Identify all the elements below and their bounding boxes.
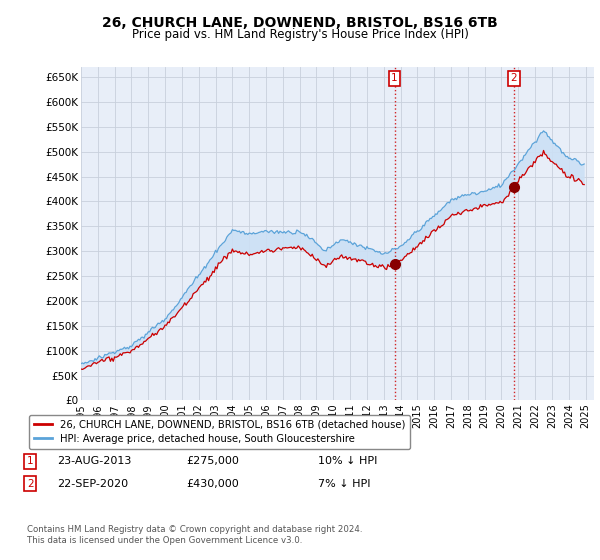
Text: £275,000: £275,000 xyxy=(186,456,239,466)
Text: 23-AUG-2013: 23-AUG-2013 xyxy=(57,456,131,466)
Text: 2: 2 xyxy=(510,73,517,83)
Text: Contains HM Land Registry data © Crown copyright and database right 2024.
This d: Contains HM Land Registry data © Crown c… xyxy=(27,525,362,545)
Text: 7% ↓ HPI: 7% ↓ HPI xyxy=(318,479,371,489)
Legend: 26, CHURCH LANE, DOWNEND, BRISTOL, BS16 6TB (detached house), HPI: Average price: 26, CHURCH LANE, DOWNEND, BRISTOL, BS16 … xyxy=(29,415,410,449)
Text: 10% ↓ HPI: 10% ↓ HPI xyxy=(318,456,377,466)
Text: 22-SEP-2020: 22-SEP-2020 xyxy=(57,479,128,489)
Text: 1: 1 xyxy=(27,456,34,466)
Text: £430,000: £430,000 xyxy=(186,479,239,489)
Text: 1: 1 xyxy=(391,73,398,83)
Text: Price paid vs. HM Land Registry's House Price Index (HPI): Price paid vs. HM Land Registry's House … xyxy=(131,28,469,41)
Text: 2: 2 xyxy=(27,479,34,489)
Text: 26, CHURCH LANE, DOWNEND, BRISTOL, BS16 6TB: 26, CHURCH LANE, DOWNEND, BRISTOL, BS16 … xyxy=(102,16,498,30)
